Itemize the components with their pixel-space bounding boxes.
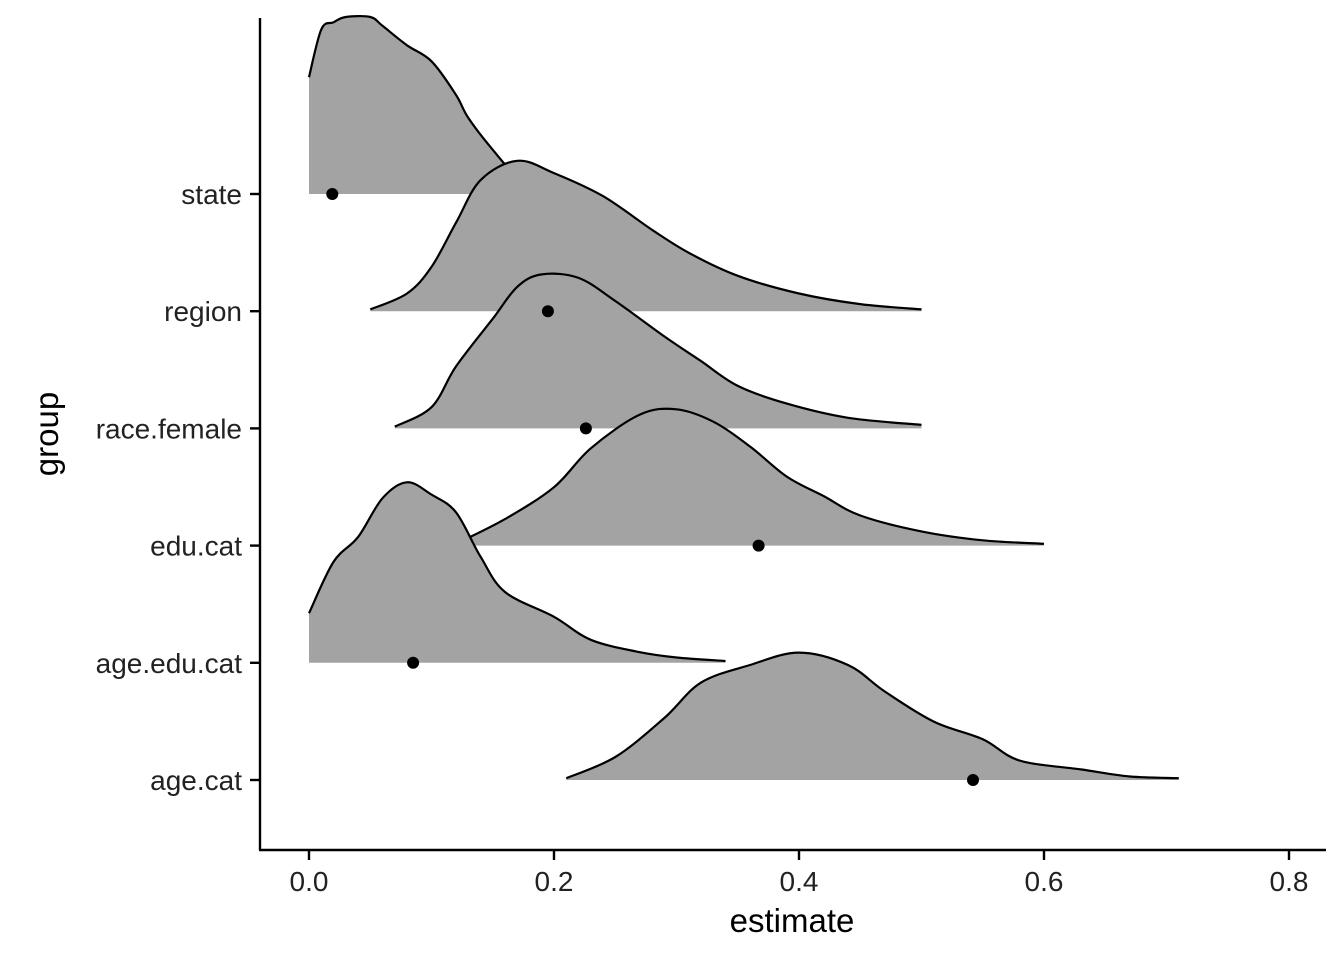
point-edu.cat <box>752 539 765 552</box>
x-tick-label-4: 0.8 <box>1270 866 1309 897</box>
point-race.female <box>579 422 592 435</box>
ridge-fill-race.female <box>394 273 922 429</box>
point-region <box>541 305 554 318</box>
ridge-fill-age.edu.cat <box>309 482 726 663</box>
ridges-layer <box>307 15 1179 780</box>
y-tick-label-age.cat: age.cat <box>150 765 242 796</box>
y-ticks-layer: state region race.female edu.cat age.edu.cat… <box>96 179 260 796</box>
ridge-fill-age.cat <box>566 652 1179 780</box>
x-axis-title: estimate <box>730 902 855 939</box>
points-layer <box>326 188 979 786</box>
y-tick-label-edu.cat: edu.cat <box>150 531 242 562</box>
y-tick-label-race.female: race.female <box>96 413 242 444</box>
point-state <box>326 188 339 200</box>
x-ticks-layer: 0.0 0.2 0.4 0.6 0.8 <box>290 850 1309 897</box>
point-age.cat <box>967 774 979 786</box>
y-axis-title: group <box>28 392 65 476</box>
ridge-outline-age.cat <box>565 651 1179 780</box>
y-tick-label-state: state <box>181 179 242 210</box>
x-tick-label-0: 0.0 <box>290 866 329 897</box>
y-tick-label-age.edu.cat: age.edu.cat <box>96 648 243 679</box>
ridge-fill-region <box>370 160 922 312</box>
x-tick-label-2: 0.4 <box>780 866 819 897</box>
ridge-outline-edu.cat <box>455 407 1045 545</box>
ridge-outline-age.edu.cat <box>308 481 726 663</box>
x-tick-label-1: 0.2 <box>535 866 574 897</box>
ridge-outline-region <box>369 159 922 311</box>
point-age.edu.cat <box>407 656 420 669</box>
ridge-fill-edu.cat <box>456 408 1044 546</box>
ridge-outline-race.female <box>394 272 922 428</box>
y-tick-label-region: region <box>164 296 242 327</box>
x-tick-label-3: 0.6 <box>1025 866 1064 897</box>
ridge-fill-state <box>309 16 567 194</box>
